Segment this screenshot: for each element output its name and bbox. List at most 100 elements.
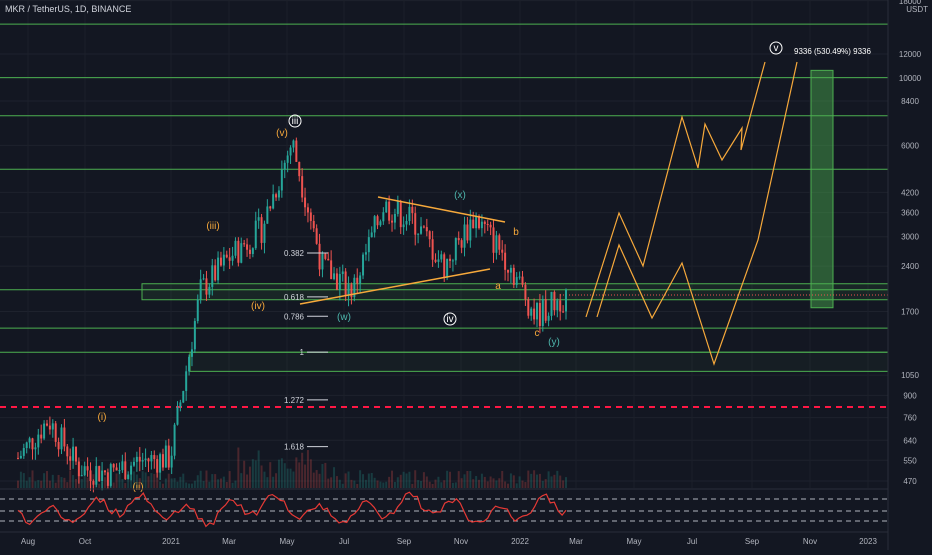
candle-body	[507, 269, 510, 273]
volume-bar	[275, 473, 278, 488]
y-tick-label: 550	[903, 456, 917, 465]
candle-body	[382, 212, 385, 222]
wave-label: (v)	[276, 128, 288, 139]
volume-bar	[135, 474, 138, 488]
candle-body	[417, 233, 420, 235]
volume-bar	[388, 476, 391, 488]
candle-body	[251, 248, 254, 254]
volume-bar	[289, 468, 292, 488]
volume-bar	[373, 477, 376, 488]
x-tick-label: 2023	[859, 537, 877, 546]
volume-bar	[22, 473, 25, 488]
y-tick-label: 6000	[901, 141, 919, 150]
candle-body	[45, 423, 48, 426]
volume-bar	[164, 478, 167, 488]
volume-bar	[234, 480, 237, 488]
volume-bar	[544, 479, 547, 488]
x-tick-label: Jul	[339, 537, 349, 546]
volume-bar	[127, 475, 130, 488]
candle-body	[425, 227, 428, 232]
candle-body	[280, 169, 283, 191]
y-tick-label: 2400	[901, 262, 919, 271]
candle-body	[150, 455, 153, 462]
volume-bar	[382, 482, 385, 488]
volume-bar	[417, 480, 420, 488]
y-tick-label: 12000	[899, 50, 922, 59]
candle-body	[202, 278, 205, 280]
candle-body	[338, 274, 341, 290]
volume-bar	[420, 481, 423, 488]
target-projection-box	[810, 69, 834, 309]
volume-bar	[45, 471, 48, 488]
rsi-line	[17, 491, 567, 528]
candle-body	[121, 461, 124, 471]
candle-body	[321, 253, 324, 270]
volume-bar	[185, 482, 188, 488]
volume-bar	[190, 483, 193, 488]
candle-body	[269, 206, 272, 209]
volume-bar	[475, 476, 478, 488]
candle-body	[367, 237, 370, 253]
volume-bar	[80, 478, 83, 488]
candle-body	[437, 259, 440, 262]
y-tick-label: 3000	[901, 233, 919, 242]
candle-body	[112, 464, 115, 468]
volume-bar	[260, 465, 263, 488]
y-tick-label: 1050	[901, 371, 919, 380]
candle-body	[231, 255, 234, 261]
volume-bar	[559, 475, 562, 488]
price-candles	[17, 137, 567, 493]
candle-body	[161, 454, 164, 468]
candle-body	[315, 228, 318, 244]
candle-body	[295, 140, 298, 162]
volume-bar	[399, 474, 402, 488]
volume-bar	[501, 470, 504, 488]
volume-bar	[457, 471, 460, 488]
volume-bar	[205, 470, 208, 488]
wave-labels: (i) (ii) (iii) (iv) (v) iii iv v (w) (x) (y) a b c 933…	[98, 41, 872, 493]
volume-bar	[170, 478, 173, 488]
volume-bar	[31, 470, 34, 488]
candle-body	[309, 212, 312, 221]
candle-body	[173, 424, 176, 456]
wave-label: (y)	[548, 337, 560, 348]
volume-bar	[469, 470, 472, 488]
volume-bar	[266, 477, 269, 488]
candle-body	[515, 277, 518, 285]
candle-body	[37, 434, 40, 448]
candle-body	[199, 279, 202, 300]
volume-bar	[28, 477, 31, 488]
candle-body	[446, 258, 449, 278]
volume-bar	[376, 480, 379, 488]
volume-bar	[86, 477, 89, 488]
candle-body	[356, 277, 359, 284]
volume-bar	[295, 457, 298, 488]
volume-bar	[159, 481, 162, 488]
time-axis: Aug Oct 2021 Mar May Jul Sep Nov 2022 Mar May Jul Se…	[0, 531, 888, 546]
volume-bar	[240, 473, 243, 488]
candle-body	[538, 302, 541, 326]
candle-body	[185, 371, 188, 392]
volume-bar	[478, 479, 481, 488]
volume-bar	[272, 476, 275, 488]
candle-body	[530, 308, 533, 316]
volume-bar	[556, 470, 559, 488]
volume-bar	[318, 473, 321, 488]
volume-bar	[132, 471, 135, 488]
candle-body	[138, 456, 141, 462]
wave-label: (ii)	[132, 482, 143, 493]
volume-bar	[248, 466, 251, 488]
candle-body	[98, 466, 101, 482]
candle-body	[475, 215, 478, 229]
candle-body	[156, 459, 159, 473]
volume-bar	[472, 479, 475, 488]
candle-body	[283, 162, 286, 170]
candle-body	[298, 161, 301, 177]
candle-body	[147, 458, 150, 462]
volume-bar	[530, 473, 533, 488]
volume-bar	[188, 483, 191, 488]
candle-body	[460, 240, 463, 248]
candle-body	[263, 223, 266, 243]
